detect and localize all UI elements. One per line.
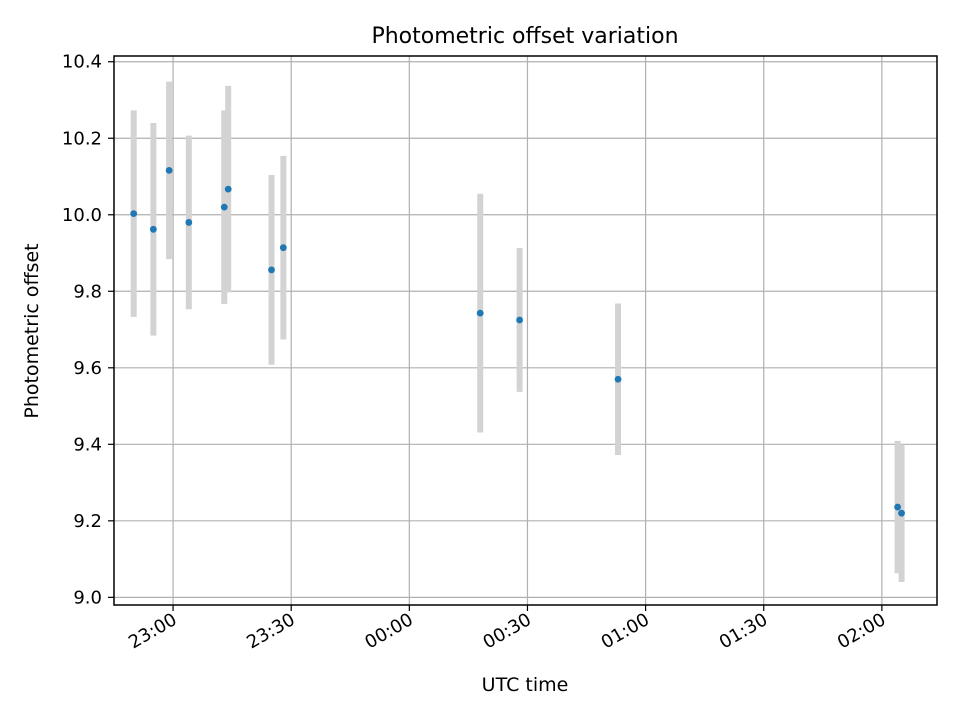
data-point xyxy=(220,203,228,211)
data-point xyxy=(268,266,275,274)
y-tick-label: 10.0 xyxy=(62,205,102,226)
data-point xyxy=(516,316,523,324)
data-point xyxy=(898,509,905,517)
plot-frame xyxy=(113,55,938,606)
data-point xyxy=(185,219,193,226)
chart-title: Photometric offset variation xyxy=(371,24,678,49)
y-tick-label: 9.0 xyxy=(73,587,102,608)
y-axis-label: Photometric offset xyxy=(21,243,43,418)
data-point xyxy=(149,225,157,233)
data-points xyxy=(130,166,905,517)
y-tick-label: 10.4 xyxy=(62,52,102,73)
data-point xyxy=(614,375,622,383)
grid xyxy=(114,56,937,605)
y-tick-label: 9.4 xyxy=(73,434,102,455)
y-tick-label: 9.8 xyxy=(73,281,102,302)
y-tick-label: 10.2 xyxy=(62,128,102,149)
data-point xyxy=(476,309,484,317)
data-point xyxy=(279,244,287,252)
y-tick-label: 9.2 xyxy=(73,511,102,532)
data-point xyxy=(165,166,173,174)
data-point xyxy=(130,210,138,218)
data-point xyxy=(894,503,902,511)
y-tick-label: 9.6 xyxy=(73,358,102,379)
x-axis-label: UTC time xyxy=(482,674,569,696)
data-point xyxy=(224,185,232,193)
